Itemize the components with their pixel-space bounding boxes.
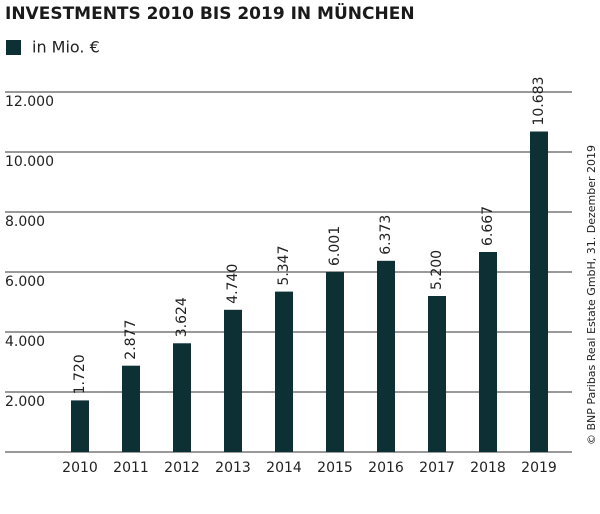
legend-swatch (6, 40, 21, 55)
value-label: 10.683 (531, 77, 547, 126)
bar (530, 131, 548, 452)
y-tick-label: 6.000 (5, 274, 45, 290)
legend-label: in Mio. € (32, 38, 100, 57)
value-label: 4.740 (225, 264, 241, 304)
y-tick-label: 10.000 (5, 154, 54, 170)
bar (377, 260, 395, 452)
y-tick-label: 8.000 (5, 214, 45, 230)
value-label: 5.347 (276, 245, 292, 285)
x-tick-label: 2019 (521, 460, 557, 476)
x-tick-label: 2015 (317, 460, 353, 476)
bar (479, 251, 497, 452)
x-tick-label: 2011 (113, 460, 149, 476)
value-label: 6.001 (327, 226, 343, 266)
x-tick-label: 2017 (419, 460, 455, 476)
x-tick-label: 2014 (266, 460, 302, 476)
source-note: © BNP Paribas Real Estate GmbH, 31. Deze… (585, 145, 598, 445)
y-tick-label: 12.000 (5, 94, 54, 110)
value-label: 1.720 (72, 354, 88, 394)
bar (275, 291, 293, 452)
x-tick-label: 2012 (164, 460, 200, 476)
bar (122, 365, 140, 452)
bar (224, 309, 242, 452)
y-tick-label: 4.000 (5, 334, 45, 350)
x-tick-label: 2013 (215, 460, 251, 476)
value-label: 6.667 (480, 206, 496, 246)
value-label: 2.877 (123, 320, 139, 360)
bar (173, 343, 191, 452)
x-tick-label: 2010 (62, 460, 98, 476)
bar (71, 400, 89, 452)
chart-title: INVESTMENTS 2010 BIS 2019 IN MÜNCHEN (5, 2, 415, 24)
bar (428, 296, 446, 452)
y-tick-label: 2.000 (5, 394, 45, 410)
x-tick-label: 2016 (368, 460, 404, 476)
value-label: 3.624 (174, 297, 190, 337)
value-label: 6.373 (378, 215, 394, 255)
value-label: 5.200 (429, 250, 445, 290)
bar (326, 271, 344, 452)
x-tick-label: 2018 (470, 460, 506, 476)
